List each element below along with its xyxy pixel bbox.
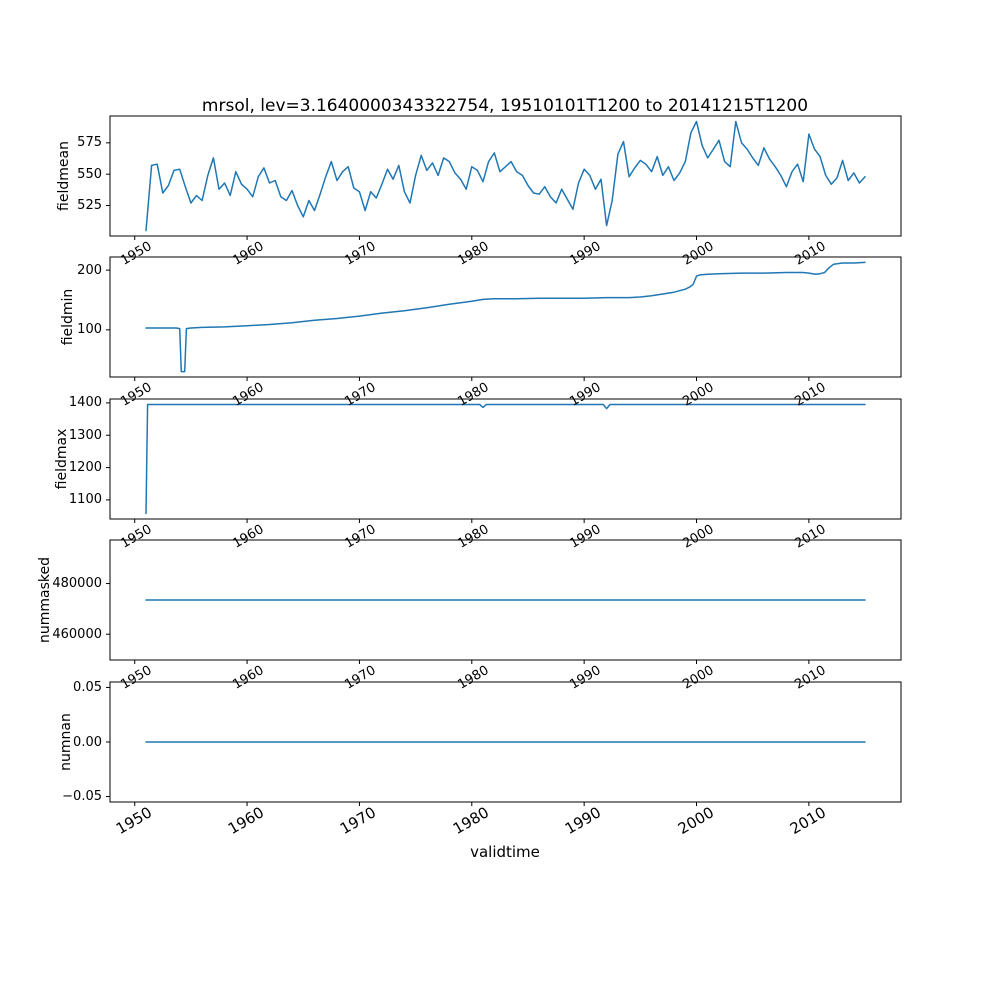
axes-frame (109, 539, 902, 661)
x-axis-label: validtime (470, 843, 540, 861)
axes-frame (109, 398, 902, 520)
y-axis-label-fieldmax: fieldmax (54, 428, 70, 490)
y-axis-label-numnan: numnan (58, 713, 74, 771)
series-line-fieldmax (145, 403, 866, 515)
series-line-fieldmean (145, 120, 866, 232)
figure-title: mrsol, lev=3.1640000343322754, 19510101T… (201, 96, 809, 116)
axes-frame (109, 256, 902, 378)
axes-frame (109, 115, 902, 237)
y-axis-label-nummasked: nummasked (37, 556, 53, 644)
series-line-fieldmin (145, 261, 866, 373)
y-axis-label-fieldmean: fieldmean (56, 141, 72, 211)
y-axis-label-fieldmin: fieldmin (60, 288, 76, 346)
